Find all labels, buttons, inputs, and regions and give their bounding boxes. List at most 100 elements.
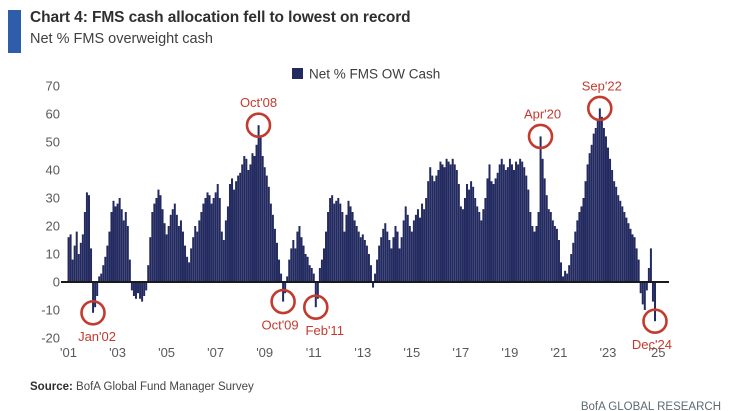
chart-bar [188, 262, 191, 282]
chart-bar [282, 282, 285, 302]
annotation-circle [270, 288, 296, 315]
chart-bar [69, 234, 72, 282]
chart-bar [513, 170, 516, 282]
chart-bar [470, 181, 473, 282]
chart-bar [490, 181, 493, 282]
chart-bar [611, 170, 614, 282]
chart-bar [543, 178, 546, 282]
page-subtitle: Net % FMS overweight cash [30, 31, 213, 47]
chart-bar [515, 161, 518, 282]
chart-bar [163, 223, 166, 282]
chart-bar [173, 203, 176, 282]
chart-bar [134, 282, 137, 299]
chart-bar [325, 231, 328, 282]
chart-bar [553, 226, 556, 282]
chart-bar [476, 206, 479, 282]
chart-bar [235, 181, 238, 282]
annotation-label: Dec'24 [632, 337, 672, 352]
chart-bar [510, 164, 513, 282]
chart-bar [286, 276, 289, 282]
y-axis-tick-label: 50 [46, 135, 60, 150]
chart-bar [155, 198, 158, 282]
bar-chart-canvas: 70 60 50 40 30 20 10 0 -10 -20'01 '03 '05 '07 '09 '11 '… [41, 67, 672, 361]
chart-bar [398, 248, 401, 282]
chart-bar [607, 147, 610, 282]
chart-bar [298, 226, 301, 282]
chart-bar [271, 214, 274, 282]
chart-bar [416, 209, 419, 282]
chart-bar [231, 178, 234, 282]
chart-bar [419, 217, 422, 282]
chart-bar [341, 212, 344, 282]
annotation-label: Jan'02 [78, 329, 116, 344]
chart-bar [139, 282, 142, 299]
x-axis-tick-label: '05 [158, 345, 175, 360]
chart-bar [639, 282, 642, 294]
chart-bar [278, 259, 281, 282]
chart-bar [396, 231, 399, 282]
chart-bar [463, 198, 466, 282]
chart-bar [151, 212, 154, 282]
chart-bar [81, 234, 84, 282]
chart-bar [621, 206, 624, 282]
chart-bar [237, 175, 240, 282]
chart-bar [216, 184, 219, 282]
chart-bar [204, 198, 207, 282]
chart-bar [241, 164, 244, 282]
chart-bar [169, 214, 172, 282]
chart-bar [480, 220, 483, 282]
chart-bar [596, 119, 599, 282]
fms-cash-bar-chart: 70 60 50 40 30 20 10 0 -10 -20'01 '03 '05 '07 '09 '11 '… [0, 56, 731, 376]
annotation-label: Sep'22 [582, 78, 622, 93]
chart-bar [102, 265, 105, 282]
chart-bar [257, 125, 260, 282]
chart-bar [382, 228, 385, 282]
chart-bar [523, 167, 526, 282]
chart-bar [617, 195, 620, 282]
chart-bar [220, 231, 223, 282]
chart-bar [114, 206, 117, 282]
chart-bar [506, 167, 509, 282]
chart-bar [378, 245, 381, 282]
chart-bar [635, 248, 638, 282]
chart-bar [549, 212, 552, 282]
chart-bar [541, 158, 544, 282]
chart-bar [404, 206, 407, 282]
chart-bar [647, 268, 650, 282]
chart-bar [425, 198, 428, 282]
annotation-circle [245, 112, 272, 138]
chart-bar [386, 231, 389, 282]
source-label: Source: [30, 381, 73, 393]
chart-bar [529, 212, 532, 282]
chart-bar [196, 231, 199, 282]
chart-bar [79, 242, 82, 282]
chart-bar [410, 231, 413, 282]
chart-bar [304, 254, 307, 282]
chart-bar [445, 158, 448, 282]
chart-bar [206, 192, 209, 282]
title-accent-bar [8, 10, 21, 53]
chart-bar [359, 237, 362, 282]
chart-bar [243, 156, 246, 282]
chart-bar [441, 164, 444, 282]
chart-bar [498, 164, 501, 282]
chart-bar [539, 136, 542, 282]
chart-bar [302, 245, 305, 282]
y-axis-tick-label: -20 [41, 331, 60, 346]
chart-bar [380, 237, 383, 282]
chart-bar [177, 226, 180, 282]
chart-bar [537, 212, 540, 282]
chart-bar [570, 254, 573, 282]
chart-bar [181, 231, 184, 282]
x-axis-tick-label: '23 [599, 345, 616, 360]
chart-bar [519, 158, 522, 282]
chart-bar [651, 282, 654, 302]
chart-bar [525, 175, 528, 282]
chart-bar [171, 209, 174, 282]
y-axis-tick-label: -10 [41, 303, 60, 318]
chart-bar [353, 220, 356, 282]
chart-bar [318, 268, 321, 282]
chart-bar [253, 156, 256, 282]
chart-bar [159, 195, 162, 282]
y-axis-tick-label: 20 [46, 219, 60, 234]
